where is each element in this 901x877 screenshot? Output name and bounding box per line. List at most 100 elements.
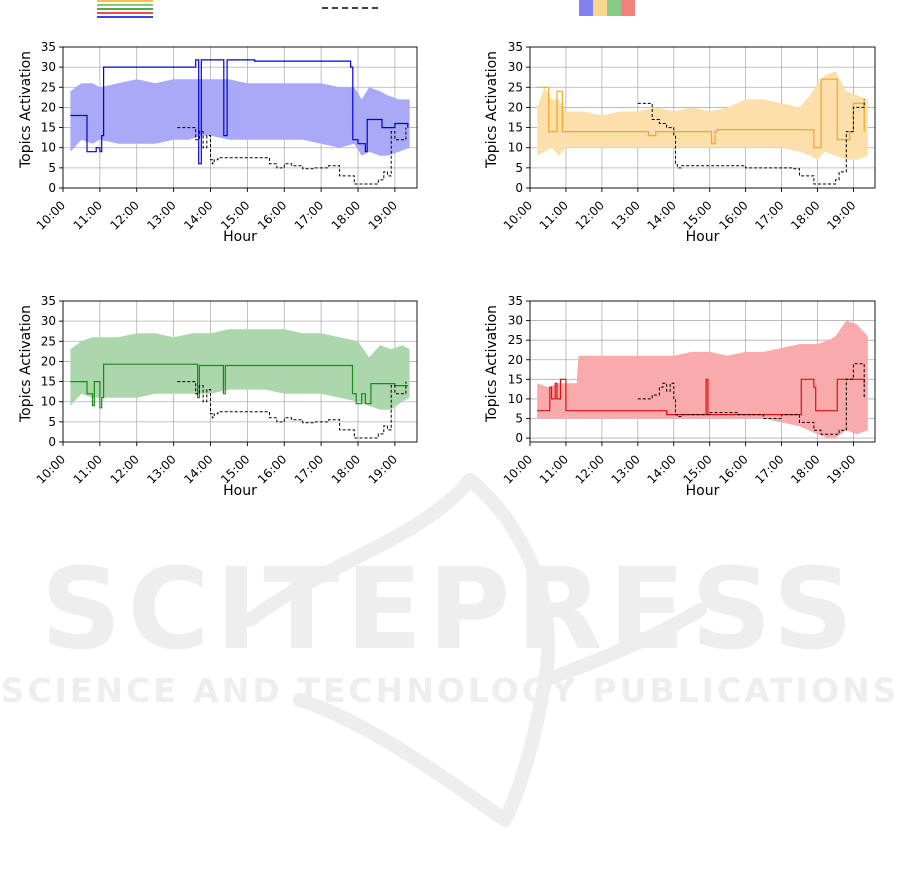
band-orange (537, 71, 868, 160)
x-tick-label: 16:00 (255, 198, 289, 232)
x-tick-label: 13:00 (144, 452, 178, 486)
x-tick-label: 17:00 (292, 452, 326, 486)
x-tick-label: 13:00 (609, 198, 643, 232)
x-tick-label: 11:00 (537, 198, 571, 232)
x-tick-label: 16:00 (716, 452, 750, 486)
y-tick-label: 35 (508, 40, 523, 54)
x-tick-label: 17:00 (752, 198, 786, 232)
y-tick-label: 5 (515, 161, 523, 175)
x-tick-label: 19:00 (824, 198, 858, 232)
y-tick-label: 30 (41, 314, 56, 328)
watermark-logo-swoosh (243, 473, 707, 827)
x-tick-label: 17:00 (752, 452, 786, 486)
x-tick-label: 17:00 (292, 198, 326, 232)
y-tick-label: 30 (508, 60, 523, 74)
x-tick-label: 14:00 (181, 452, 215, 486)
x-axis-title: Hour (686, 483, 720, 499)
x-tick-label: 16:00 (716, 198, 750, 232)
y-tick-label: 35 (41, 294, 56, 308)
band-blue (70, 79, 410, 156)
y-tick-label: 10 (508, 392, 523, 406)
x-tick-label: 13:00 (144, 198, 178, 232)
x-tick-label: 19:00 (366, 198, 400, 232)
x-tick-label: 11:00 (71, 452, 105, 486)
y-tick-label: 25 (41, 334, 56, 348)
x-tick-label: 12:00 (573, 452, 607, 486)
y-tick-label: 30 (41, 60, 56, 74)
axes-frame (529, 300, 876, 443)
x-tick-label: 18:00 (788, 198, 822, 232)
y-tick-label: 5 (48, 161, 56, 175)
x-tick-label: 11:00 (537, 452, 571, 486)
y-tick-label: 15 (508, 121, 523, 135)
y-tick-label: 5 (48, 415, 56, 429)
y-tick-label: 35 (41, 40, 56, 54)
watermark-title: SCITEPRESS (41, 545, 860, 675)
legend-swatch-1 (579, 0, 593, 16)
x-tick-label: 12:00 (108, 452, 142, 486)
y-axis-title: Topics Activation (18, 51, 34, 169)
x-tick-label: 15:00 (218, 198, 252, 232)
y-tick-label: 0 (48, 435, 56, 449)
x-tick-label: 19:00 (366, 452, 400, 486)
y-tick-label: 0 (48, 181, 56, 195)
reference-line (637, 99, 865, 185)
axes-frame (529, 46, 876, 189)
x-tick-label: 15:00 (218, 452, 252, 486)
x-tick-label: 12:00 (108, 198, 142, 232)
legend-swatch-4 (621, 0, 635, 16)
x-tick-label: 11:00 (71, 198, 105, 232)
y-tick-label: 30 (508, 314, 523, 328)
x-tick-label: 14:00 (645, 198, 679, 232)
series-line-green (70, 363, 408, 409)
reference-line (637, 363, 865, 435)
y-tick-label: 35 (508, 294, 523, 308)
legend-swatch-2 (593, 0, 607, 16)
x-tick-label: 19:00 (824, 452, 858, 486)
y-tick-label: 20 (508, 100, 523, 114)
x-axis-title: Hour (686, 229, 720, 245)
reference-line (177, 381, 407, 439)
x-axis-title: Hour (223, 483, 257, 499)
x-tick-label: 10:00 (34, 452, 68, 486)
axes-frame (62, 46, 418, 189)
y-tick-label: 20 (41, 100, 56, 114)
y-tick-label: 15 (41, 375, 56, 389)
y-tick-label: 0 (515, 181, 523, 195)
y-tick-label: 25 (508, 80, 523, 94)
y-axis-title: Topics Activation (484, 305, 500, 423)
band-green (70, 329, 410, 410)
x-tick-label: 13:00 (609, 452, 643, 486)
y-tick-label: 25 (508, 333, 523, 347)
x-tick-label: 14:00 (181, 198, 215, 232)
y-tick-label: 10 (41, 395, 56, 409)
x-axis-title: Hour (223, 229, 257, 245)
series-line-orange (537, 78, 865, 149)
y-tick-label: 25 (41, 80, 56, 94)
x-tick-label: 15:00 (680, 198, 714, 232)
y-tick-label: 20 (41, 354, 56, 368)
y-axis-title: Topics Activation (18, 305, 34, 423)
watermark-subtitle: SCIENCE AND TECHNOLOGY PUBLICATIONS (1, 671, 900, 710)
y-tick-label: 15 (508, 372, 523, 386)
reference-line (177, 127, 407, 185)
y-tick-label: 20 (508, 353, 523, 367)
band-red (537, 320, 868, 439)
y-tick-label: 15 (41, 121, 56, 135)
legend-swatch-3 (607, 0, 621, 16)
y-tick-label: 10 (508, 141, 523, 155)
legend (97, 0, 635, 18)
x-tick-label: 12:00 (573, 198, 607, 232)
x-tick-label: 10:00 (501, 452, 535, 486)
y-axis-title: Topics Activation (484, 51, 500, 169)
x-tick-label: 10:00 (501, 198, 535, 232)
x-tick-label: 15:00 (680, 452, 714, 486)
x-tick-label: 10:00 (34, 198, 68, 232)
